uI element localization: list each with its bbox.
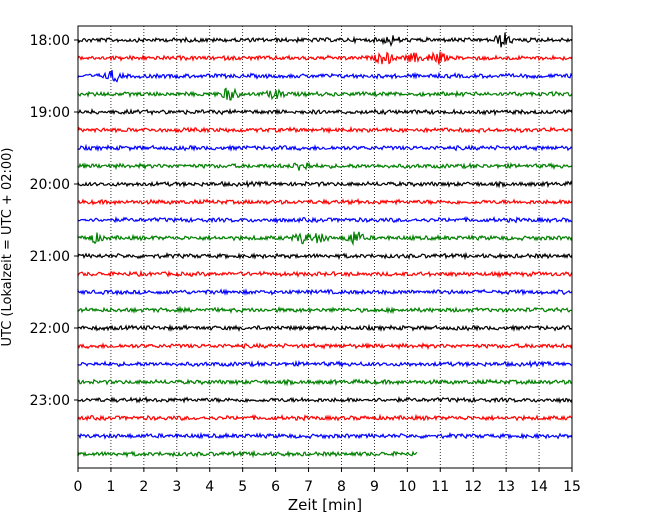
- y-tick-label: 19:00: [30, 105, 70, 121]
- y-axis-ticks: 18:00 19:00 20:00 21:00 22:00 23:00: [30, 33, 78, 409]
- trace-2300: [77, 396, 573, 404]
- trace-2230: [77, 359, 572, 369]
- x-tick-label: 7: [304, 479, 313, 495]
- trace-1830: [77, 70, 573, 83]
- x-axis-label: Zeit [min]: [288, 496, 362, 514]
- trace-2030: [77, 216, 573, 224]
- x-tick-label: 9: [370, 479, 379, 495]
- trace-1900: [77, 107, 573, 117]
- trace-2130: [77, 288, 573, 297]
- x-tick-label: 8: [337, 479, 346, 495]
- trace-1945: [77, 161, 573, 171]
- trace-2045: [77, 231, 573, 247]
- y-axis-label: UTC (Lokalzeit = UTC + 02:00): [0, 148, 15, 347]
- y-tick-label: 22:00: [30, 321, 70, 337]
- y-tick-label: 18:00: [30, 33, 70, 49]
- x-tick-label: 5: [238, 479, 247, 495]
- seismic-traces: [77, 32, 573, 459]
- trace-2145: [77, 305, 573, 315]
- trace-2100: [77, 251, 573, 261]
- trace-2330: [77, 431, 573, 440]
- trace-1915: [77, 125, 573, 135]
- x-tick-label: 2: [139, 479, 148, 495]
- trace-2215: [77, 342, 573, 351]
- x-axis-ticks: 0 1 2 3 4 5 6 7 8 9 10 11 12 13 14 15: [74, 468, 581, 495]
- y-tick-label: 23:00: [30, 393, 70, 409]
- x-tick-label: 12: [464, 479, 482, 495]
- trace-1815: [77, 51, 573, 65]
- trace-2245: [77, 378, 573, 387]
- plot-frame: [77, 25, 573, 469]
- y-tick-label: 20:00: [30, 177, 70, 193]
- trace-1845: [77, 87, 573, 101]
- x-tick-label: 13: [497, 479, 515, 495]
- x-tick-label: 4: [205, 479, 214, 495]
- trace-2115: [77, 269, 573, 279]
- trace-2200: [77, 323, 573, 333]
- x-tick-label: 1: [106, 479, 115, 495]
- trace-2345: [77, 449, 418, 459]
- x-tick-label: 6: [271, 479, 280, 495]
- trace-2015: [77, 198, 573, 206]
- trace-2000: [77, 179, 573, 189]
- y-tick-label: 21:00: [30, 249, 70, 265]
- x-tick-label: 14: [530, 479, 548, 495]
- x-tick-label: 15: [563, 479, 581, 495]
- trace-2315: [77, 413, 573, 422]
- x-tick-label: 11: [431, 479, 449, 495]
- x-tick-label: 3: [172, 479, 181, 495]
- trace-1800: [77, 32, 573, 48]
- x-tick-label: 10: [398, 479, 416, 495]
- x-tick-label: 0: [74, 479, 83, 495]
- trace-1930: [77, 143, 573, 152]
